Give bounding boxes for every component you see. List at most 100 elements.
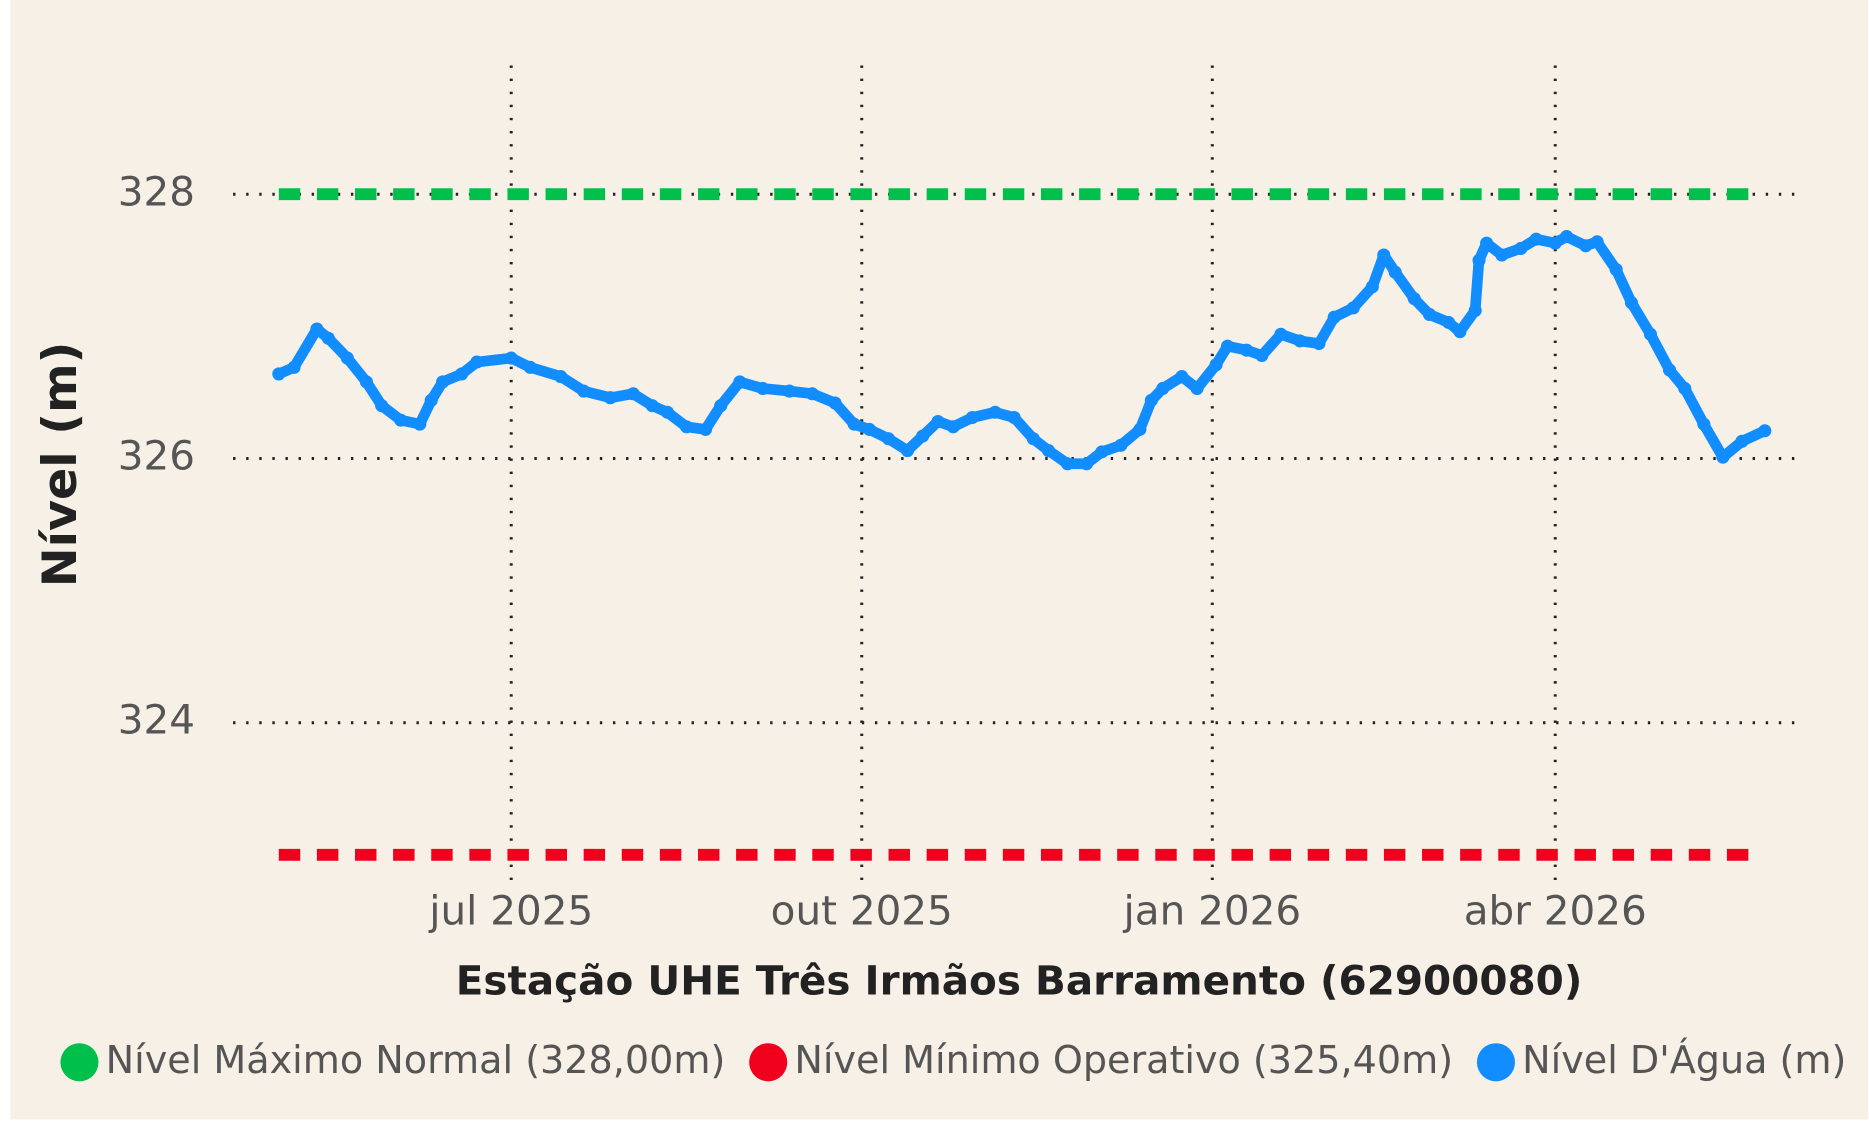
data-point — [946, 420, 960, 434]
data-point — [1609, 263, 1623, 277]
data-point — [988, 405, 1002, 419]
data-point — [1060, 457, 1075, 471]
data-point — [436, 375, 450, 389]
data-point — [1590, 235, 1604, 249]
data-point — [714, 399, 728, 413]
data-point — [733, 375, 747, 389]
data-point — [554, 370, 568, 384]
data-point — [626, 387, 640, 401]
data-point — [1041, 444, 1056, 458]
data-point — [394, 413, 408, 427]
data-point — [1560, 229, 1574, 244]
data-point — [1327, 310, 1341, 324]
legend-marker — [60, 1043, 99, 1082]
data-point — [413, 417, 427, 431]
data-point — [1144, 393, 1158, 407]
data-point — [1220, 339, 1235, 353]
data-point — [1175, 370, 1189, 384]
data-point — [1643, 327, 1658, 341]
data-point — [1346, 301, 1360, 315]
data-point — [1495, 248, 1509, 262]
data-point — [1007, 410, 1021, 425]
data-point — [1388, 265, 1402, 279]
x-axis-title: Estação UHE Três Irmãos Barramento (6290… — [456, 957, 1583, 1005]
data-point — [504, 351, 518, 365]
data-point — [359, 375, 373, 389]
data-point — [1716, 450, 1730, 464]
data-point — [1365, 280, 1379, 294]
data-point — [287, 360, 301, 374]
data-point — [782, 384, 796, 398]
legend-label: Nível Máximo Normal (328,00m) — [106, 1038, 726, 1082]
data-point — [1240, 343, 1254, 357]
data-point — [424, 393, 438, 407]
data-point — [1293, 334, 1307, 348]
y-tick-label: 328 — [118, 167, 195, 215]
data-point — [916, 429, 930, 443]
data-point — [1422, 307, 1437, 322]
data-point — [1095, 445, 1109, 459]
data-point — [1468, 303, 1482, 318]
data-point — [321, 331, 335, 345]
data-point — [1133, 422, 1147, 436]
data-point — [1190, 381, 1204, 396]
data-point — [1579, 239, 1593, 253]
data-point — [1377, 248, 1391, 262]
data-point — [645, 399, 659, 413]
data-point — [1624, 296, 1638, 310]
data-point — [698, 422, 713, 436]
legend-label: Nível Mínimo Operativo (325,40m) — [794, 1038, 1453, 1082]
data-point — [1080, 457, 1094, 471]
data-point — [679, 420, 694, 434]
data-point — [1026, 432, 1040, 446]
data-point — [1697, 417, 1711, 431]
y-axis-title: Nível (m) — [33, 342, 88, 588]
data-point — [1735, 434, 1749, 448]
data-point — [660, 405, 674, 419]
data-point — [1209, 358, 1223, 372]
data-point — [1312, 337, 1326, 351]
y-tick-label: 324 — [118, 696, 195, 744]
data-point — [1678, 381, 1692, 396]
data-point — [1548, 236, 1562, 250]
x-tick-label: jul 2025 — [428, 886, 593, 934]
data-point — [847, 417, 861, 431]
x-tick-label: jan 2026 — [1123, 886, 1302, 934]
data-point — [931, 414, 945, 429]
data-point — [1441, 315, 1456, 329]
data-point — [523, 360, 537, 374]
data-point — [881, 432, 895, 446]
data-point — [1514, 241, 1528, 255]
data-point — [805, 387, 819, 401]
legend-label: Nível D'Água (m) — [1522, 1038, 1846, 1082]
data-point — [756, 381, 770, 396]
data-point — [1114, 438, 1128, 452]
data-point — [1156, 381, 1170, 396]
data-point — [1255, 348, 1269, 362]
data-point — [1529, 232, 1543, 246]
data-point — [340, 351, 354, 365]
background — [10, 0, 1869, 1120]
data-point — [1480, 236, 1494, 250]
x-tick-label: out 2025 — [771, 886, 953, 934]
data-point — [1662, 363, 1677, 377]
data-point — [375, 399, 389, 413]
data-point — [1758, 424, 1772, 438]
data-point — [455, 367, 469, 381]
data-point — [577, 384, 591, 398]
data-point — [900, 444, 915, 458]
legend-marker — [1476, 1043, 1516, 1082]
data-point — [1407, 292, 1421, 306]
y-tick-label: 326 — [118, 431, 195, 479]
data-point — [1472, 253, 1486, 267]
data-point — [603, 391, 617, 405]
data-point — [965, 410, 979, 425]
data-point — [470, 355, 484, 369]
data-point — [1274, 327, 1288, 341]
data-point — [1453, 325, 1467, 339]
data-point — [310, 322, 324, 336]
legend-marker — [749, 1043, 788, 1082]
data-point — [862, 422, 876, 436]
